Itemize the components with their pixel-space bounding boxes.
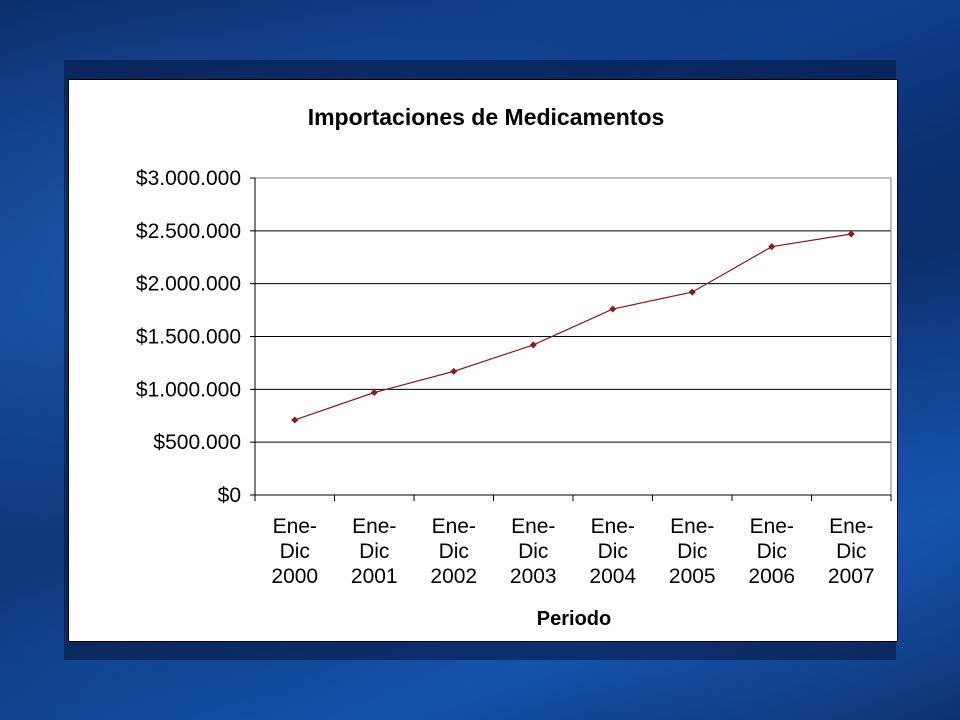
x-tick-label-line: 2004 — [589, 565, 636, 588]
y-axis-ticks: $0 $500.000 $1.000.000 $1.500.000 $2.000.000… — [136, 167, 255, 507]
x-tick-label-line: 2005 — [669, 565, 716, 588]
line-chart: Importaciones de Medicamentos $0 $500.000… — [136, 104, 892, 630]
y-tick-label: $2.000.000 — [136, 273, 241, 296]
x-tick-label: Ene-Dic 2006 — [748, 515, 795, 588]
chart-title: Importaciones de Medicamentos — [308, 104, 665, 130]
x-tick-label: Ene-Dic 2002 — [430, 515, 477, 588]
series-line — [294, 233, 852, 421]
x-tick-label-line: Ene- — [273, 515, 317, 538]
x-tick-label-line: Ene- — [670, 515, 714, 538]
y-tick-label: $3.000.000 — [136, 167, 241, 190]
grid-lines — [255, 177, 891, 443]
x-tick-label-line: Ene- — [829, 515, 873, 538]
x-tick-label-line: 2003 — [510, 565, 557, 588]
x-tick-label-line: 2001 — [351, 565, 398, 588]
x-tick-label-line: Dic — [757, 540, 787, 563]
x-tick-label: Ene-Dic 2007 — [828, 515, 875, 588]
y-tick-label: $1.500.000 — [136, 326, 241, 349]
x-tick-label: Ene-Dic 2000 — [271, 515, 318, 588]
x-tick-label-line: 2006 — [748, 565, 795, 588]
x-tick-label-line: 2000 — [271, 565, 318, 588]
x-tick-label-line: Dic — [677, 540, 707, 563]
data-point — [768, 243, 776, 251]
x-tick-label-line: Ene- — [511, 515, 555, 538]
data-point — [529, 341, 537, 349]
x-tick-label-line: Dic — [439, 540, 469, 563]
x-tick-label-line: Ene- — [591, 515, 635, 538]
x-tick-label-line: Dic — [598, 540, 628, 563]
x-tick-label-line: Dic — [836, 540, 866, 563]
y-tick-label: $500.000 — [153, 431, 241, 454]
data-point — [370, 388, 378, 397]
x-tick-label: Ene-Dic 2003 — [510, 515, 557, 588]
data-point — [609, 305, 617, 313]
x-tick-label-line: Dic — [518, 540, 548, 563]
data-point — [450, 367, 458, 375]
y-tick-label: $2.500.000 — [136, 220, 241, 243]
x-tick-label-line: Dic — [280, 540, 310, 563]
x-tick-label-line: Ene- — [750, 515, 794, 538]
x-tick-label: Ene-Dic 2001 — [351, 515, 398, 588]
series-layer — [291, 230, 855, 424]
data-point — [847, 230, 855, 238]
x-tick-label-line: Ene- — [352, 515, 396, 538]
x-axis-label: Periodo — [537, 608, 611, 630]
chart-panel: Importaciones de Medicamentos $0 $500.000… — [68, 79, 898, 642]
data-point — [688, 288, 696, 296]
x-tick-label: Ene-Dic 2005 — [669, 515, 716, 588]
x-tick-label-line: 2007 — [828, 565, 875, 588]
data-point — [291, 416, 299, 424]
x-tick-label-line: Dic — [359, 540, 389, 563]
y-tick-label: $1.000.000 — [136, 378, 241, 401]
y-tick-label: $0 — [218, 484, 241, 507]
x-tick-label: Ene-Dic 2004 — [589, 515, 636, 588]
x-tick-label-line: 2002 — [430, 565, 477, 588]
x-tick-label-line: Ene- — [432, 515, 476, 538]
